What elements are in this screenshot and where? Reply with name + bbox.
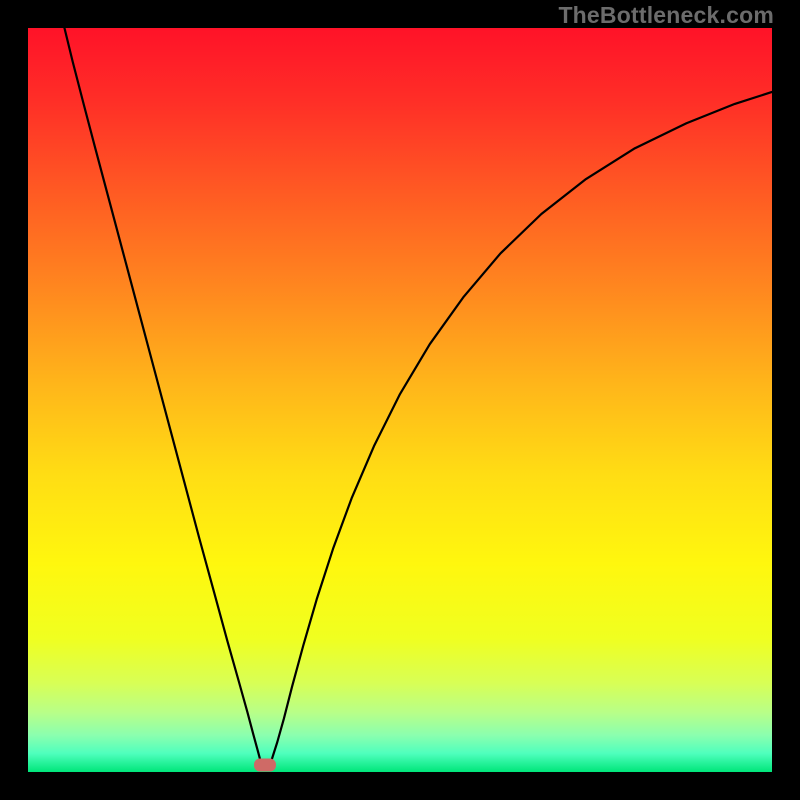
watermark-label: TheBottleneck.com: [558, 2, 774, 28]
plot-area: [28, 28, 772, 772]
chart-frame: TheBottleneck.com: [0, 0, 800, 800]
watermark-text: TheBottleneck.com: [558, 2, 774, 29]
minimum-marker: [254, 758, 276, 771]
